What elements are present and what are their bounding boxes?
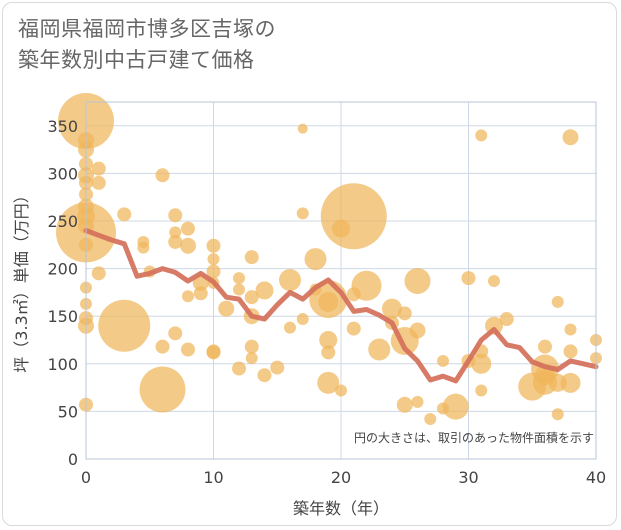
bubble-point (296, 207, 309, 220)
bubble-point (168, 234, 183, 249)
bubble-point (437, 354, 449, 367)
bubble-point (155, 168, 170, 183)
bubble-point (91, 266, 106, 281)
y-tick-label: 350 (47, 117, 78, 136)
y-tick-label: 150 (47, 307, 78, 326)
bubble-point (232, 361, 246, 376)
bubble-point (318, 291, 339, 312)
trend-line (83, 228, 599, 384)
bubble-point (168, 208, 183, 223)
bubble-point (368, 338, 391, 361)
bubble-point (424, 413, 437, 426)
bubble-point (137, 241, 150, 254)
bubble-point (155, 339, 170, 354)
bubble-point (98, 299, 151, 352)
bubble-point (382, 298, 402, 319)
y-tick-label: 0 (68, 450, 78, 469)
y-tick-label: 250 (47, 212, 78, 231)
bubble-point (279, 269, 301, 292)
x-tick-label: 40 (586, 468, 606, 487)
bubble-point (488, 274, 500, 287)
bubble-point (551, 295, 564, 308)
y-tick-label: 300 (47, 164, 78, 183)
x-tick-label: 30 (458, 468, 478, 487)
x-tick-label: 10 (203, 468, 223, 487)
bubble-point (207, 253, 220, 266)
bubble-point (551, 408, 564, 421)
bubble-point (91, 161, 106, 176)
bubble-point (270, 360, 285, 375)
bubble-point (409, 322, 426, 339)
bubble-point (296, 313, 309, 326)
x-tick-label: 20 (331, 468, 351, 487)
plot-border (85, 101, 597, 460)
bubble-point (475, 384, 488, 397)
bubble-point (193, 286, 208, 301)
bubble-point (563, 344, 578, 359)
bubble-point (244, 290, 259, 305)
bubble-point (297, 123, 308, 134)
bubble-point (319, 331, 338, 349)
bubble-point (320, 183, 387, 250)
bubble-point (317, 371, 340, 394)
bubble-point (218, 300, 235, 317)
bubble-point (206, 345, 221, 360)
bubble-point (139, 366, 186, 413)
bubble-point (233, 272, 245, 285)
bubble-point (351, 270, 382, 301)
bubble-point (562, 129, 579, 146)
bubble-point (461, 271, 476, 286)
bubble-point (397, 306, 412, 321)
bubble-point (180, 237, 196, 254)
bubble-point (255, 281, 274, 300)
bubble-point (206, 264, 221, 279)
bubble-point (442, 393, 469, 420)
chart-title: 福岡県福岡市博多区吉塚の 築年数別中古戸建て価格 (18, 17, 276, 72)
bubble-point (538, 339, 552, 354)
bubble-point (560, 372, 581, 393)
bubble-point (206, 238, 221, 253)
y-axis-label: 坪（3.3㎡）単価（万円） (12, 187, 31, 372)
y-tick-labels: 0 50 100 150 200 250 300 350 (47, 117, 78, 469)
bubble-point (304, 248, 327, 271)
bubble-point (91, 175, 106, 190)
bubble-point (533, 370, 557, 395)
bubble-point (182, 290, 194, 303)
bubble-point (321, 345, 336, 360)
bubble-point (181, 221, 195, 236)
bubble-point (475, 129, 488, 142)
bubble-point (284, 321, 296, 334)
size-annotation: 円の大きさは、取引のあった物件面積を示す (354, 430, 594, 445)
bubble-point (564, 323, 577, 336)
bubble-point (257, 368, 272, 383)
bubble-point (245, 352, 258, 365)
bubble-point (168, 326, 183, 341)
y-tick-label: 50 (58, 402, 78, 421)
bubble-point (181, 342, 195, 357)
bubble-point (233, 283, 245, 296)
bubble-point (117, 207, 132, 222)
bubble-point (396, 396, 413, 413)
bubble-series (56, 93, 602, 426)
bubble-point (169, 226, 182, 239)
bubble-point (335, 384, 347, 397)
bubble-point (499, 312, 514, 327)
y-tick-label: 100 (47, 355, 78, 374)
x-tick-labels: 0 10 20 30 40 (81, 468, 606, 487)
x-axis-label: 築年数（年） (293, 499, 389, 518)
bubble-point (346, 321, 361, 336)
x-tick-label: 0 (81, 468, 91, 487)
bubble-point (404, 267, 431, 294)
bubble-point (244, 339, 259, 354)
bubble-point (471, 353, 492, 374)
y-tick-label: 200 (47, 260, 78, 279)
bubble-point (244, 250, 259, 265)
bubble-point (411, 395, 424, 408)
